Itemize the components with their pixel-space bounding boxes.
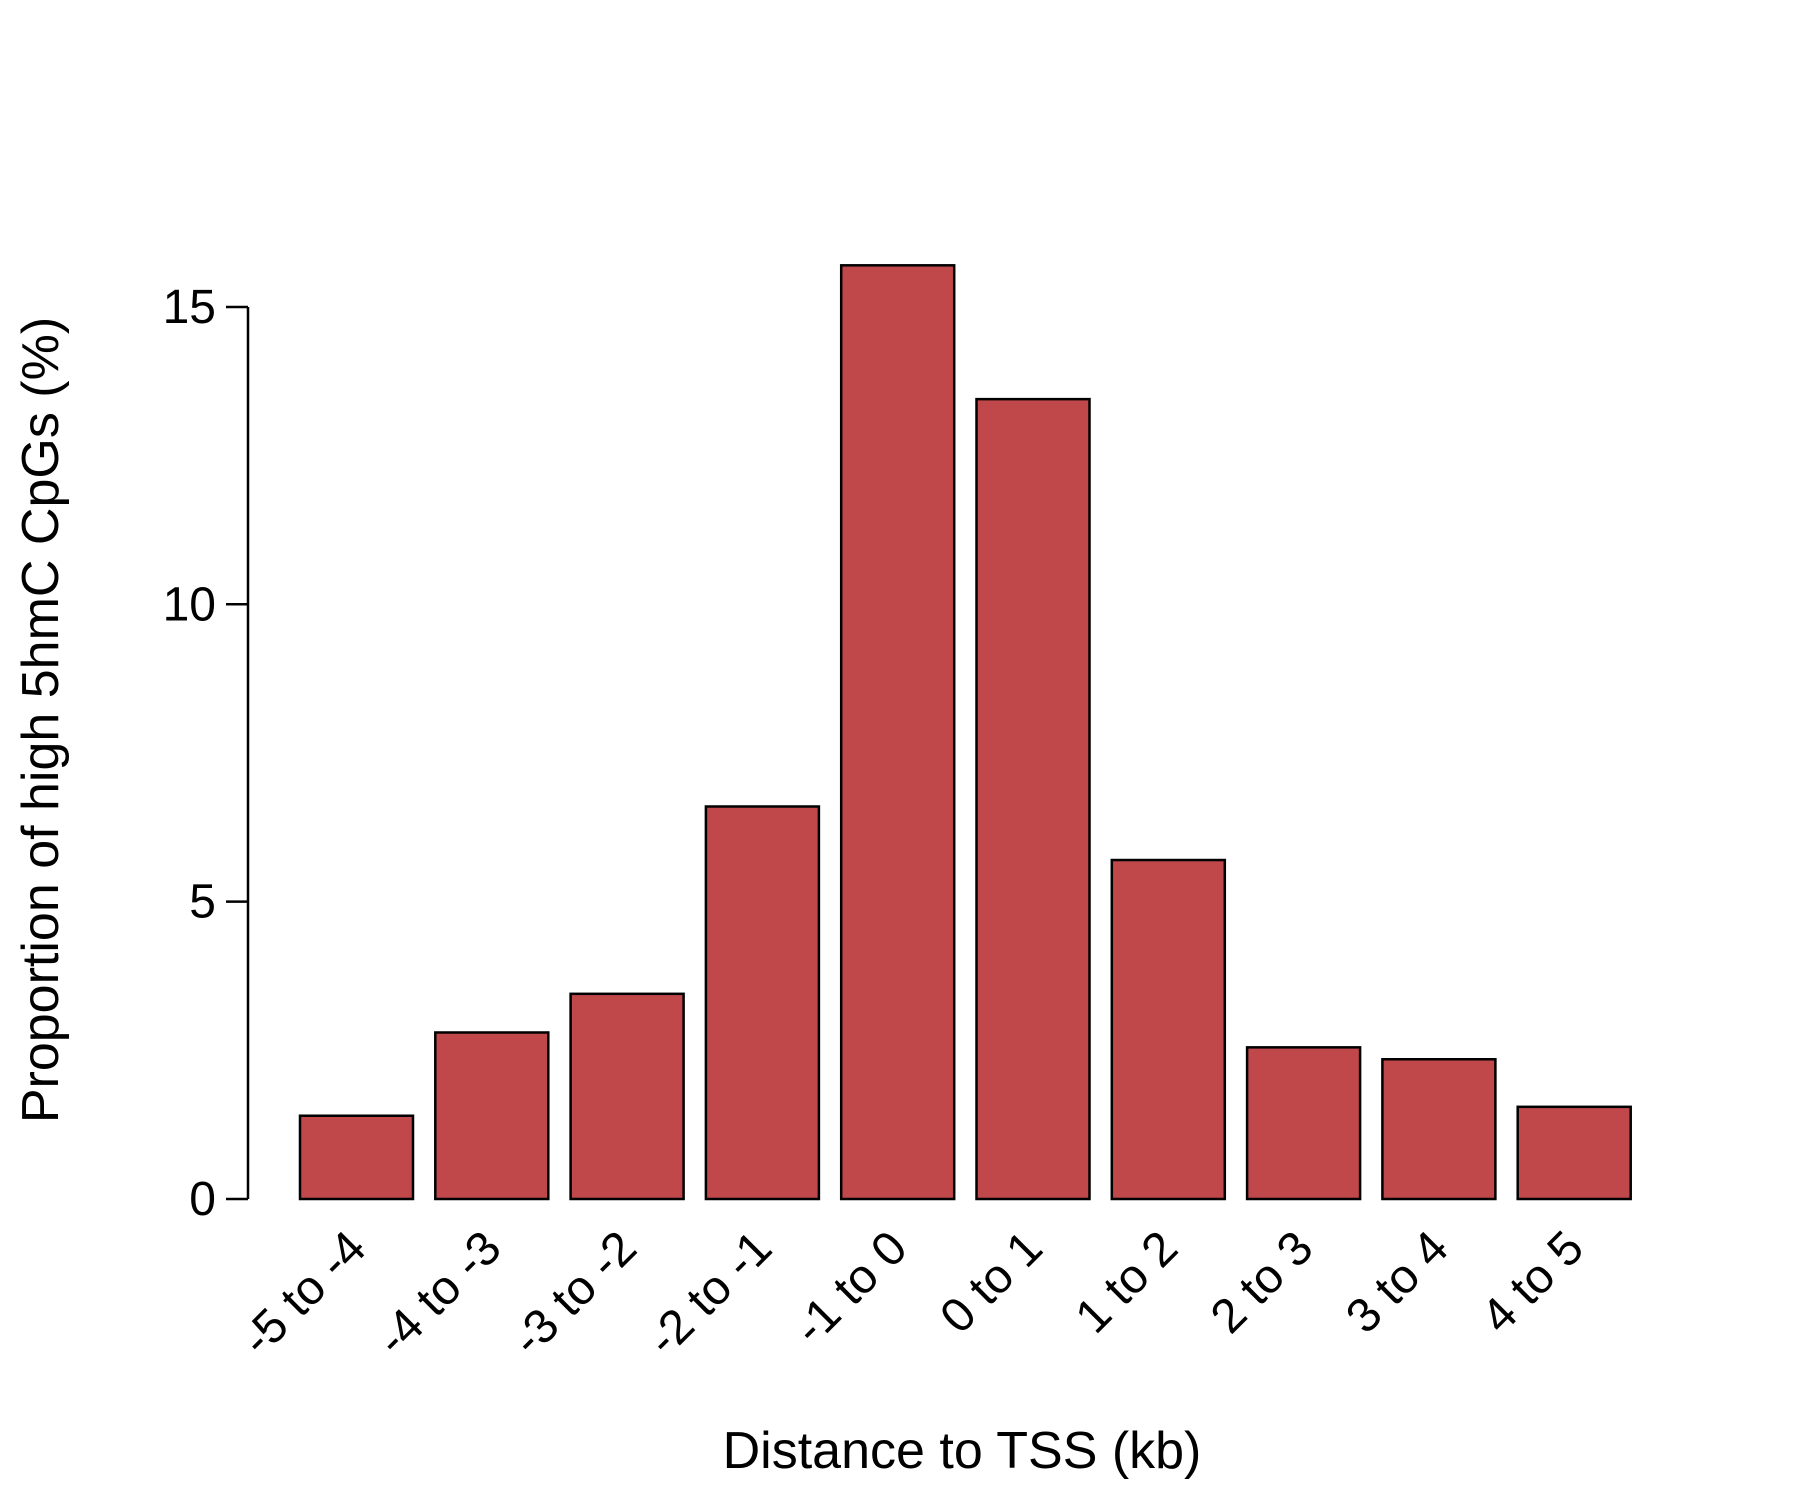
y-tick-label: 15 (163, 281, 216, 334)
x-tick-label: 0 to 1 (930, 1221, 1052, 1343)
x-tick-label: 4 to 5 (1472, 1221, 1594, 1343)
x-tick-label: -2 to -1 (637, 1221, 782, 1366)
x-tick-label: 2 to 3 (1201, 1221, 1323, 1343)
y-tick-label: 5 (189, 876, 216, 929)
bar-neg4to-3 (434, 1031, 550, 1201)
bar-2to3 (1245, 1046, 1362, 1201)
bar-neg3to-2 (569, 992, 685, 1201)
x-tick-label: 3 to 4 (1336, 1221, 1458, 1343)
x-axis-title: Distance to TSS (kb) (723, 1422, 1202, 1480)
y-tick-label: 10 (163, 578, 216, 631)
x-tick-label: 1 to 2 (1066, 1221, 1188, 1343)
y-axis: 0 5 10 15 (163, 281, 250, 1226)
bar-neg1to0 (839, 264, 956, 1201)
x-tick-label: -4 to -3 (367, 1221, 512, 1366)
x-tick-label: -3 to -2 (502, 1221, 647, 1366)
bar-0to1 (975, 397, 1091, 1201)
y-tick-label: 0 (189, 1173, 216, 1226)
x-tick-label: -5 to -4 (231, 1221, 376, 1366)
bar-3to4 (1381, 1057, 1497, 1201)
bar-1to2 (1110, 858, 1227, 1201)
bars (298, 264, 1632, 1201)
bar-neg2to-1 (704, 805, 821, 1201)
x-tick-label: -1 to 0 (784, 1221, 918, 1355)
bar-4to5 (1516, 1105, 1632, 1201)
bar-neg5to-4 (298, 1114, 415, 1201)
y-axis-title: Proportion of high 5hmC CpGs (%) (12, 317, 70, 1123)
